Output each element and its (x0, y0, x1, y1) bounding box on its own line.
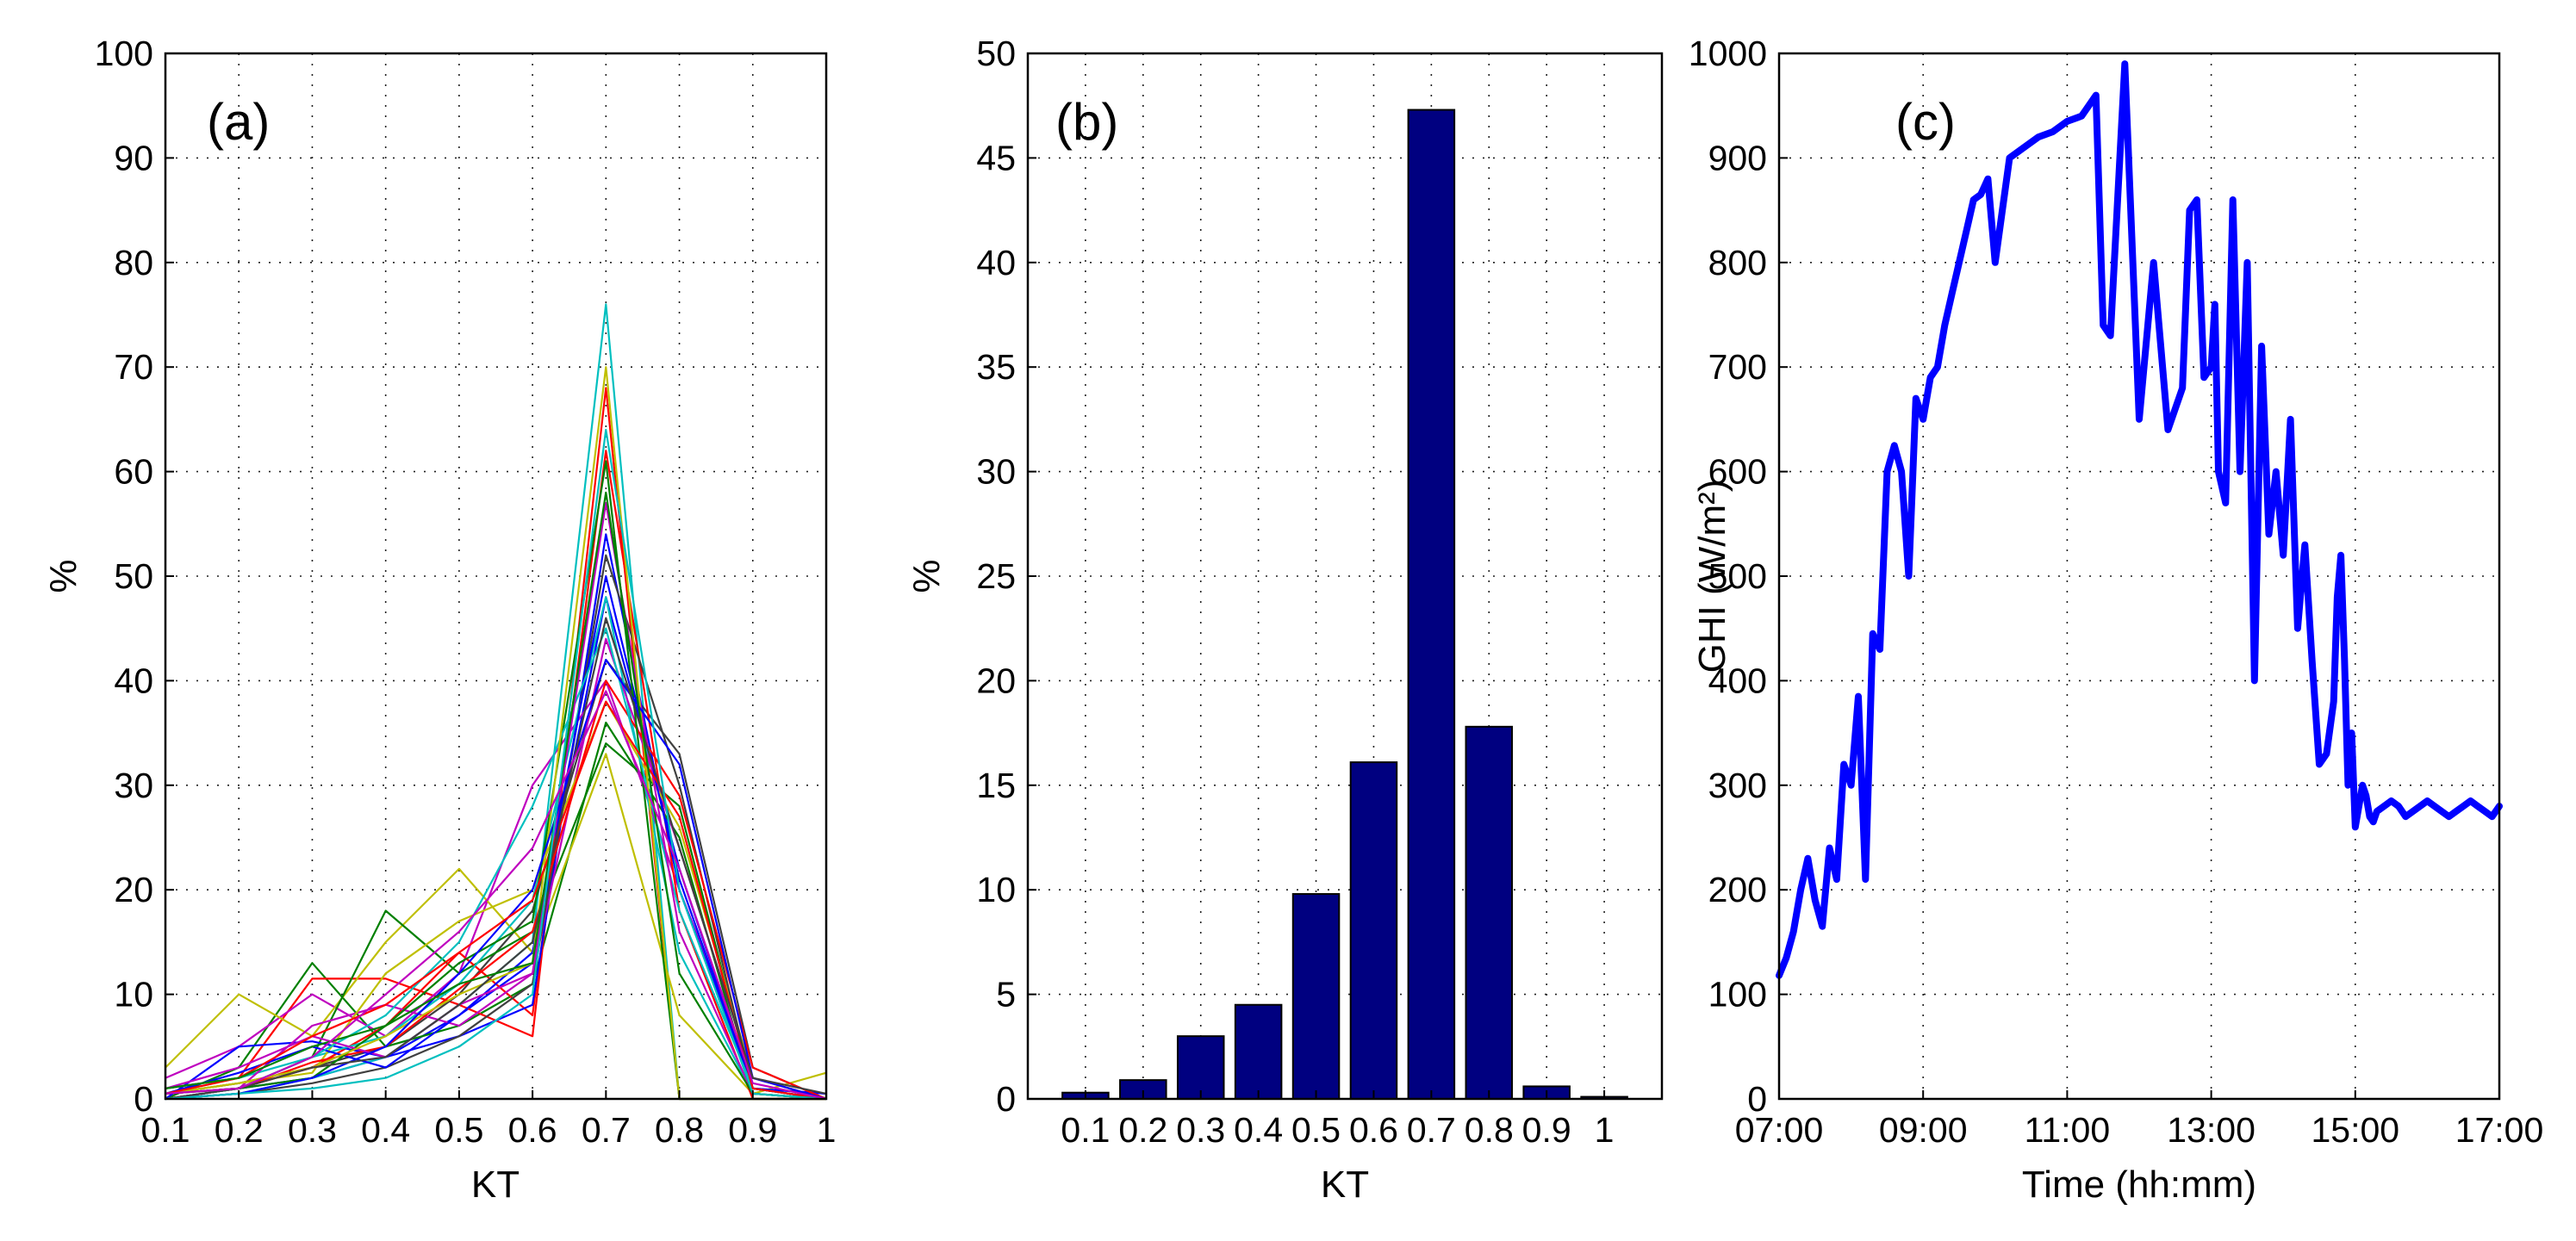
panel-c-xtick-label: 17:00 (2455, 1110, 2544, 1150)
panel-b-bar (1176, 1035, 1225, 1101)
panel-b-xtick-label: 0.5 (1291, 1110, 1341, 1150)
panel-c-xtick-label: 07:00 (1735, 1110, 1824, 1150)
panel-a-series-line (165, 428, 827, 1101)
panel-c-ghi-line (1776, 60, 2503, 979)
panel-b-ytick-label: 5 (996, 975, 1016, 1015)
panel-a-xtick-label: 1 (817, 1110, 837, 1150)
panel-a-ytick-label: 40 (114, 661, 153, 700)
panel-b-ytick-label: 50 (976, 34, 1016, 73)
panel-c-ytick-label: 800 (1708, 243, 1767, 282)
panel-a-series-line (165, 700, 827, 1101)
panel-a-series-line (165, 491, 827, 1101)
panel-c-ytick-label: 700 (1708, 347, 1767, 387)
panel-a-ytick-label: 70 (114, 347, 153, 387)
panel-a-xtick-label: 0.2 (215, 1110, 264, 1150)
panel-b-xlabel: KT (1321, 1163, 1369, 1206)
panel-c-xlabel: Time (hh:mm) (2022, 1163, 2256, 1206)
panel-b-xtick-label: 0.7 (1407, 1110, 1456, 1150)
panel-c-xtick-label: 09:00 (1879, 1110, 1968, 1150)
panel-a-xtick-label: 0.5 (434, 1110, 483, 1150)
panel-b-ytick-label: 40 (976, 243, 1016, 282)
panel-a-label: (a) (207, 93, 270, 151)
panel-b-xtick-label: 0.2 (1118, 1110, 1167, 1150)
panel-b-xtick-label: 0.4 (1234, 1110, 1283, 1150)
panel-c: 07:00 09:00 11:00 13:00 15:00 17:00 0 100 200 300… (1689, 34, 2544, 1206)
panel-b-ytick-label: 20 (976, 661, 1016, 700)
panel-c-ytick-label: 0 (1747, 1079, 1767, 1119)
panel-c-xtick-label: 11:00 (2025, 1110, 2111, 1150)
panel-b-xtick-label: 0.3 (1176, 1110, 1225, 1150)
panel-b: 0.1 0.2 0.3 0.4 0.5 0.6 0.7 0.8 0.9 1051015202530… (905, 34, 1664, 1206)
panel-c-ytick-label: 200 (1708, 870, 1767, 909)
panel-c-ytick-label: 300 (1708, 766, 1767, 805)
panel-a-ytick-label: 10 (114, 975, 153, 1015)
panel-b-bar (1465, 725, 1514, 1100)
panel-b-ytick-label: 35 (976, 347, 1016, 387)
panel-a-xtick-label: 0.6 (508, 1110, 557, 1150)
panel-c-ytick-label: 1000 (1689, 34, 1767, 73)
panel-a-xlabel: KT (471, 1163, 520, 1206)
panel-a-xtick-label: 0.1 (141, 1110, 190, 1150)
panel-a-series-line (165, 658, 827, 1101)
panel-c-ytick-label: 400 (1708, 661, 1767, 700)
panel-a-series-line (165, 690, 827, 1101)
panel-b-ytick-label: 15 (976, 766, 1016, 805)
panel-b-xtick-label: 0.6 (1349, 1110, 1398, 1150)
panel-c-ytick-label: 500 (1708, 556, 1767, 596)
panel-c-ytick-label: 100 (1708, 975, 1767, 1015)
panel-b-xtick-label: 0.8 (1465, 1110, 1514, 1150)
panel-b-ytick-label: 30 (976, 452, 1016, 492)
panel-a-series-line (165, 554, 827, 1101)
panel-c-ytick-label: 900 (1708, 138, 1767, 177)
panel-a-series-line (165, 574, 827, 1095)
panel-a-xtick-label: 0.4 (361, 1110, 410, 1150)
panel-c-xtick-label: 15:00 (2311, 1110, 2399, 1150)
panel-b-xtick-label: 1 (1595, 1110, 1615, 1150)
panel-a-ylabel: % (42, 559, 84, 593)
panel-a-ytick-label: 60 (114, 452, 153, 492)
panel-a-xtick-label: 0.9 (728, 1110, 777, 1150)
panel-b-ytick-label: 25 (976, 556, 1016, 596)
panel-a-xtick-label: 0.8 (655, 1110, 704, 1150)
panel-b-ytick-label: 0 (996, 1079, 1016, 1119)
panel-b-bar (1234, 1003, 1283, 1100)
panel-a-xtick-label: 0.7 (582, 1110, 631, 1150)
panel-b-label: (b) (1055, 93, 1118, 151)
panel-b-ylabel: % (905, 559, 948, 593)
panel-a-ytick-label: 30 (114, 766, 153, 805)
panel-b-xtick-label: 0.1 (1061, 1110, 1110, 1150)
panel-a-series-line (165, 501, 827, 1101)
panel-c-ylabel: GHI (W/m²) (1691, 480, 1733, 673)
panel-c-label: (c) (1895, 93, 1956, 151)
panel-b-ytick-label: 45 (976, 138, 1016, 177)
panel-b-bar (1349, 761, 1398, 1100)
panel-b-ytick-label: 10 (976, 870, 1016, 909)
panel-a-ytick-label: 0 (134, 1079, 153, 1119)
panel-b-xtick-label: 0.9 (1522, 1110, 1571, 1150)
panel-a-ytick-label: 90 (114, 138, 153, 177)
panel-a-ytick-label: 50 (114, 556, 153, 596)
panel-a-ytick-label: 80 (114, 243, 153, 282)
panel-a-ytick-label: 20 (114, 870, 153, 909)
panel-a-xtick-label: 0.3 (288, 1110, 337, 1150)
panel-b-bar (1291, 893, 1341, 1101)
panel-a-ytick-label: 100 (95, 34, 153, 73)
panel-b-bar (1407, 109, 1456, 1100)
panel-a-series-line (165, 753, 827, 1095)
panel-c-xtick-label: 13:00 (2167, 1110, 2256, 1150)
panel-c-ytick-label: 600 (1708, 452, 1767, 492)
